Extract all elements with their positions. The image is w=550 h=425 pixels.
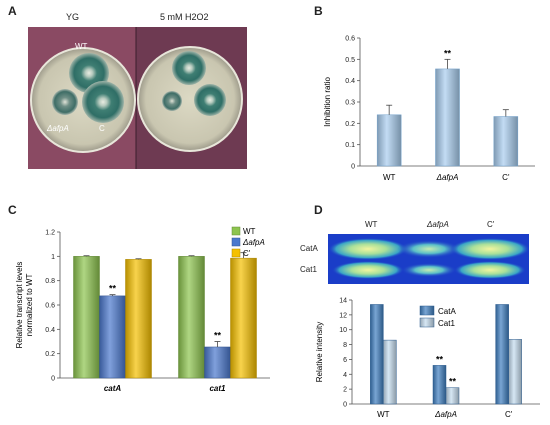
panel-c-letter: C [8,203,17,217]
y-tick-label: 0.4 [45,327,55,334]
plate-label-c: C [99,124,105,133]
panel-d-letter: D [314,203,323,217]
legend-swatch [231,248,241,258]
y-tick-label: 10 [339,327,347,334]
chart-b: 0 0.1 0.2 0.3 0.4 0.5 0.6 Inhibition ratio WT ** Δ… [323,36,535,182]
y-tick-label: 1.2 [45,230,55,237]
legend-label: ΔafpA [242,238,265,247]
y-tick-label: 0.5 [345,57,355,64]
legend-swatch [231,226,241,236]
bar-cat1-1 [204,346,231,379]
bar-ΔafpA [435,68,460,167]
bar-catA-0 [73,256,100,379]
y-axis-label-line2: normalized to WT [25,274,34,337]
bar-cat1-2 [230,257,257,379]
bar-WT-0 [370,304,384,405]
x-tick-label: ΔafpA [434,410,457,419]
plate-photo: WT ΔafpA C [28,27,247,169]
x-tick-label: ΔafpA [436,173,459,182]
bar-catA-1 [99,295,126,379]
y-tick-label: 0.6 [345,36,355,43]
chart-c: 0 0.2 0.4 0.6 0.8 1 1.2 Relative transcript lev… [15,226,270,393]
y-axis-label: Relative intensity [315,322,324,382]
y-tick-label: 0 [351,164,355,171]
x-tick-label: catA [104,384,122,393]
x-tick-label: cat1 [209,384,226,393]
bar-C'-1 [508,339,522,405]
bar-ΔafpA-1 [445,387,460,405]
y-tick-label: 0.1 [345,142,355,149]
panel-b-letter: B [314,4,323,18]
gel-row-cata: CatA [300,244,318,253]
y-tick-label: 1 [51,254,55,261]
y-tick-label: 0.2 [45,351,55,358]
y-tick-label: 0.8 [45,278,55,285]
x-tick-label: WT [383,173,396,182]
y-axis-label: Inhibition ratio [323,77,332,127]
bar-WT-1 [383,339,397,405]
plate-right-title-text: 5 mM H2O2 [160,12,209,22]
gel-col-c: C' [487,220,495,229]
zymogram-gel [328,234,529,284]
y-tick-label: 0 [343,402,347,409]
plate-left-title: YG [66,12,80,22]
x-tick-label: C' [502,173,510,182]
y-tick-label: 12 [339,312,347,319]
bar-catA-2 [125,259,152,379]
significance-mark: ** [449,377,457,387]
y-axis-label-line1: Relative transcript levels [15,262,24,349]
significance-mark: ** [444,48,452,58]
bar-ΔafpA-0 [432,365,447,405]
legend-swatch [419,305,435,316]
plate-label-wt: WT [75,42,88,51]
bar-C' [493,116,519,167]
gel-row-cat1: Cat1 [300,265,317,274]
x-tick-label: WT [377,410,390,419]
y-tick-label: 8 [343,342,347,349]
y-tick-label: 0.4 [345,78,355,85]
y-tick-label: 2 [343,387,347,394]
gel-col-wt: WT [365,220,378,229]
chart-d: 0 2 4 6 8 10 12 14 Relative intensity WT ** ** ΔafpA… [315,298,540,419]
x-tick-label: C' [505,410,513,419]
plate-photo-drawing [28,27,247,169]
y-tick-label: 0 [51,376,55,383]
significance-mark: ** [214,331,222,341]
panel-a-letter: A [8,4,17,18]
legend-label: C' [243,249,251,258]
significance-mark: ** [109,284,117,294]
y-tick-label: 4 [343,372,347,379]
legend-label: Cat1 [438,319,455,328]
y-tick-label: 0.6 [45,303,55,310]
bar-cat1-0 [178,256,205,379]
legend-label: WT [243,227,256,236]
legend-label: CatA [438,307,456,316]
legend-swatch [231,237,241,247]
y-tick-label: 0.2 [345,121,355,128]
significance-mark: ** [436,354,444,364]
bar-C'-0 [495,304,509,405]
y-tick-label: 6 [343,357,347,364]
gel-drawing [328,234,529,284]
plate-right-title: 5 mM H2O2 [160,12,209,22]
bar-WT [376,114,402,167]
y-tick-label: 14 [339,298,347,305]
y-tick-label: 0.3 [345,100,355,107]
plate-label-afpa: ΔafpA [47,124,69,133]
gel-col-afpa: ΔafpA [427,220,449,229]
legend-swatch [419,317,435,328]
